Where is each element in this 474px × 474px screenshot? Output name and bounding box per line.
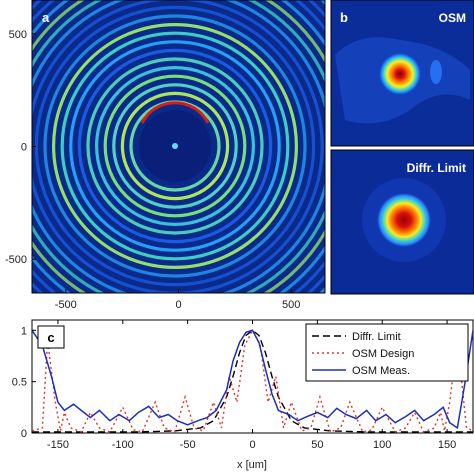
panel-a-rings <box>32 0 325 293</box>
legend-entry: OSM Design <box>352 348 414 360</box>
panel-a-ticks: -500 0 500 500 0 -500 <box>5 29 300 311</box>
panel-a-xtick-label: 0 <box>175 299 181 311</box>
legend-entry: OSM Meas. <box>352 365 410 377</box>
panel-a-ytick-label: 500 <box>9 29 27 41</box>
ring <box>34 5 316 287</box>
ring <box>69 40 281 252</box>
panel-b-top-spot <box>378 52 422 96</box>
panel-b-top: b OSM <box>330 0 474 147</box>
ring <box>77 48 273 244</box>
panel-c-label-box <box>37 325 65 349</box>
legend-entry: Diffr. Limit <box>352 331 401 343</box>
panel-a-highlight-arc <box>140 101 210 124</box>
panel-c-xtick-label: -150 <box>47 439 69 451</box>
panel-c-label: c <box>47 330 54 345</box>
panel-c-xtick-label: 50 <box>311 439 323 451</box>
ring <box>86 57 264 235</box>
panel-b-top-title: OSM <box>439 11 466 25</box>
panel-a-ytick-label: 0 <box>21 142 27 154</box>
panel-c: -150 -100 -50 0 50 100 150 0 0.5 1 c Diffr. Limit… <box>12 319 474 471</box>
panel-a-center-spot <box>172 143 178 149</box>
panel-b-bottom-spot <box>376 192 432 248</box>
panel-b-bottom: Diffr. Limit <box>330 149 474 295</box>
panel-c-xtick-label: -50 <box>180 439 196 451</box>
ring <box>32 0 324 293</box>
panel-a-xtick-label: 500 <box>282 299 300 311</box>
ring <box>112 83 238 209</box>
panel-c-xtick-label: 0 <box>249 439 255 451</box>
panel-c-ytick-label: 0 <box>21 428 27 440</box>
panel-a-label: a <box>42 10 50 25</box>
panel-b-label: b <box>340 10 348 25</box>
ring <box>94 65 256 227</box>
panel-a-ytick-label: -500 <box>5 254 27 266</box>
panel-a: a -500 0 500 500 0 -500 <box>5 0 326 311</box>
legend: Diffr. Limit OSM Design OSM Meas. <box>305 323 469 382</box>
panel-c-xlabel: x [um] <box>237 459 267 471</box>
ring <box>51 22 299 270</box>
panel-b-top-side-lobe <box>430 60 442 84</box>
panel-c-series <box>32 328 473 433</box>
panel-c-xtick-label: 150 <box>438 439 456 451</box>
ring <box>43 14 307 278</box>
panel-c-ticks: -150 -100 -50 0 50 100 150 0 0.5 1 <box>12 320 456 451</box>
panel-c-xtick-label: 100 <box>373 439 391 451</box>
ring <box>103 74 247 218</box>
panel-c-ytick-label: 1 <box>21 325 27 337</box>
panel-b-top-frame <box>330 0 474 147</box>
series-line-2 <box>32 329 473 430</box>
panel-c-xtick-label: -100 <box>112 439 134 451</box>
panel-c-ytick-label: 0.5 <box>12 377 27 389</box>
panel-a-xtick-label: -500 <box>55 299 77 311</box>
ring <box>120 91 230 201</box>
panel-b-bottom-title: Diffr. Limit <box>407 161 466 175</box>
ring <box>60 31 290 261</box>
panel-b-bottom-frame <box>330 149 474 295</box>
